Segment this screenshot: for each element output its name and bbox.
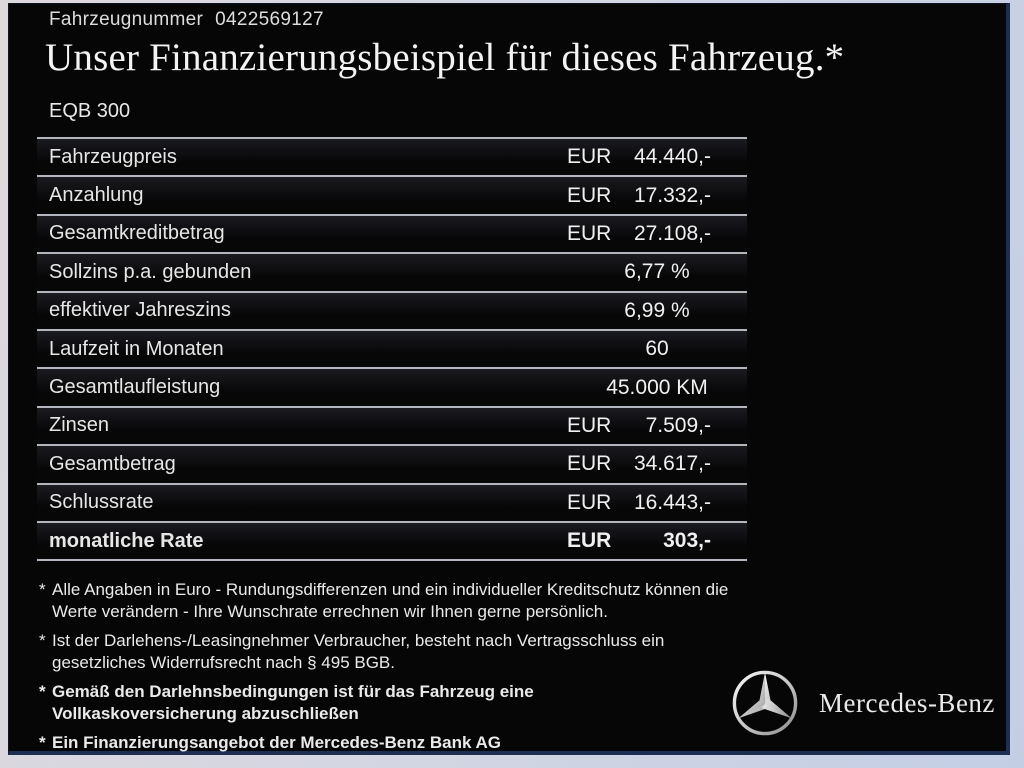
currency-label: EUR (567, 452, 612, 476)
footnote-text: Gemäß den Darlehnsbedingungen ist für da… (52, 682, 534, 723)
brand: Mercedes-Benz (731, 669, 995, 737)
value-text: 303,- (663, 529, 711, 553)
row-label: Zinsen (49, 414, 110, 437)
row-label: Sollzins p.a. gebunden (49, 260, 252, 283)
value-text: 60 (645, 337, 669, 361)
table-row: Zinsen EUR 7.509,- (37, 405, 747, 445)
currency-label: EUR (567, 183, 612, 207)
finance-panel: Fahrzeugnummer 0422569127 Unser Finanzier… (8, 3, 1010, 755)
row-value: EUR 34.617,- (567, 452, 747, 476)
brand-wordmark: Mercedes-Benz (819, 687, 995, 718)
row-value: 6,99 % (567, 299, 747, 323)
footnote-text: Alle Angaben in Euro - Rundungsdifferenz… (52, 580, 729, 621)
vehicle-number: Fahrzeugnummer 0422569127 (49, 9, 324, 31)
footnote-marker: * (39, 682, 46, 701)
value-text: 45.000 KM (606, 375, 708, 399)
currency-label: EUR (567, 145, 612, 169)
currency-label: EUR (567, 529, 612, 553)
footnote-text: Ist der Darlehens-/Leasingnehmer Verbrau… (52, 631, 665, 672)
footnote-marker: * (39, 580, 46, 599)
vehicle-model: EQB 300 (49, 100, 131, 122)
table-row: Laufzeit in Monaten 60 (37, 328, 747, 368)
row-label: Gesamtbetrag (49, 452, 176, 475)
currency-label: EUR (567, 221, 612, 245)
row-label: Gesamtlaufleistung (49, 376, 221, 399)
row-label: Gesamtkreditbetrag (49, 222, 225, 245)
row-value: EUR 7.509,- (567, 414, 747, 438)
row-label: Fahrzeugpreis (49, 145, 177, 168)
row-value: EUR 44.440,- (567, 145, 747, 169)
table-row: Fahrzeugpreis EUR 44.440,- (37, 137, 747, 176)
row-label: Laufzeit in Monaten (49, 337, 224, 360)
row-value: EUR 27.108,- (567, 222, 747, 246)
currency-label: EUR (567, 413, 612, 437)
footnote-text: Ein Finanzierungsangebot der Mercedes-Be… (52, 733, 502, 752)
row-label: Anzahlung (49, 184, 144, 207)
row-label: Schlussrate (49, 491, 154, 514)
value-text: 17.332,- (633, 183, 711, 207)
vehicle-number-value: 0422569127 (215, 9, 324, 30)
footnote: * Ein Finanzierungsangebot der Mercedes-… (39, 732, 751, 754)
footnote-marker: * (39, 733, 46, 752)
table-row: Anzahlung EUR 17.332,- (37, 175, 747, 214)
row-value: 45.000 KM (567, 376, 747, 400)
finance-table: Fahrzeugpreis EUR 44.440,- Anzahlung EUR… (37, 137, 747, 562)
footnote: * Alle Angaben in Euro - Rundungsdiffere… (39, 579, 751, 623)
table-row: Sollzins p.a. gebunden 6,77 % (37, 252, 747, 291)
value-text: 27.108,- (633, 221, 711, 245)
table-row: effektiver Jahreszins 6,99 % (37, 290, 747, 329)
value-text: 16.443,- (633, 490, 711, 514)
mercedes-star-icon (732, 670, 798, 736)
footnote-marker: * (39, 631, 46, 650)
footnote: * Gemäß den Darlehnsbedingungen ist für … (39, 681, 751, 725)
row-label: monatliche Rate (49, 529, 204, 552)
table-row: Gesamtbetrag EUR 34.617,- (37, 444, 747, 483)
row-label: effektiver Jahreszins (49, 299, 231, 322)
value-text: 6,99 % (624, 298, 690, 322)
footnote: * Ist der Darlehens-/Leasingnehmer Verbr… (39, 630, 751, 674)
row-value: EUR 303,- (567, 529, 747, 553)
table-row: monatliche Rate EUR 303,- (37, 520, 747, 560)
vehicle-number-label: Fahrzeugnummer (49, 9, 204, 30)
row-value: EUR 16.443,- (567, 491, 747, 515)
value-text: 44.440,- (633, 145, 711, 169)
table-row: Gesamtlaufleistung 45.000 KM (37, 367, 747, 406)
footnotes: * Alle Angaben in Euro - Rundungsdiffere… (39, 579, 751, 761)
page-title: Unser Finanzierungsbeispiel für dieses F… (45, 36, 845, 79)
value-text: 34.617,- (633, 452, 711, 476)
row-value: 6,77 % (567, 260, 747, 284)
currency-label: EUR (567, 490, 612, 514)
table-row: Schlussrate EUR 16.443,- (37, 482, 747, 521)
row-value: 60 (567, 337, 747, 361)
value-text: 7.509,- (645, 413, 711, 437)
table-row: Gesamtkreditbetrag EUR 27.108,- (37, 213, 747, 253)
row-value: EUR 17.332,- (567, 184, 747, 208)
value-text: 6,77 % (624, 260, 690, 284)
